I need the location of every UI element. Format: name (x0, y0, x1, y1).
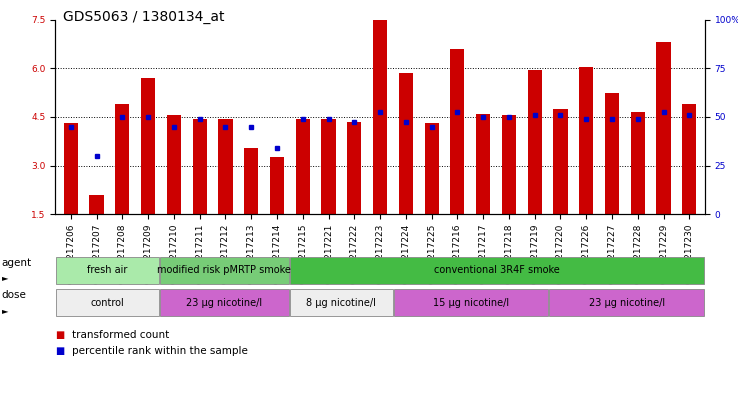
Bar (160, 289, 289, 316)
Bar (424, 123, 438, 214)
Bar (290, 257, 704, 284)
Bar (373, 20, 387, 214)
Bar (579, 67, 593, 214)
Bar (528, 70, 542, 214)
Bar (476, 114, 490, 214)
Text: 8 μg nicotine/l: 8 μg nicotine/l (306, 298, 376, 308)
Text: percentile rank within the sample: percentile rank within the sample (72, 346, 247, 356)
Bar (322, 119, 336, 214)
Bar (270, 158, 284, 214)
Bar (393, 289, 548, 316)
Bar (682, 104, 697, 214)
Text: transformed count: transformed count (72, 330, 169, 340)
Text: agent: agent (1, 258, 32, 268)
Bar (56, 289, 159, 316)
Bar (550, 289, 704, 316)
Bar (244, 148, 258, 214)
Bar (290, 289, 393, 316)
Bar (56, 257, 159, 284)
Text: control: control (91, 298, 124, 308)
Text: modified risk pMRTP smoke: modified risk pMRTP smoke (157, 265, 292, 275)
Text: ►: ► (1, 273, 8, 282)
Text: fresh air: fresh air (87, 265, 128, 275)
Bar (347, 122, 362, 214)
Bar (605, 93, 619, 214)
Text: conventional 3R4F smoke: conventional 3R4F smoke (434, 265, 560, 275)
Text: 23 μg nicotine/l: 23 μg nicotine/l (186, 298, 262, 308)
Bar (450, 49, 464, 214)
Text: ■: ■ (55, 346, 65, 356)
Text: ■: ■ (55, 330, 65, 340)
Text: ►: ► (1, 306, 8, 315)
Bar (631, 112, 645, 214)
Bar (193, 119, 207, 214)
Bar (502, 115, 516, 214)
Text: 15 μg nicotine/l: 15 μg nicotine/l (433, 298, 509, 308)
Text: dose: dose (1, 290, 27, 300)
Bar (399, 73, 413, 214)
Bar (115, 104, 129, 214)
Bar (89, 195, 103, 214)
Bar (167, 115, 181, 214)
Bar (63, 123, 78, 214)
Bar (554, 109, 568, 214)
Bar (296, 119, 310, 214)
Bar (160, 257, 289, 284)
Bar (657, 42, 671, 214)
Bar (218, 119, 232, 214)
Text: 23 μg nicotine/l: 23 μg nicotine/l (589, 298, 665, 308)
Text: GDS5063 / 1380134_at: GDS5063 / 1380134_at (63, 10, 224, 24)
Bar (141, 78, 155, 214)
